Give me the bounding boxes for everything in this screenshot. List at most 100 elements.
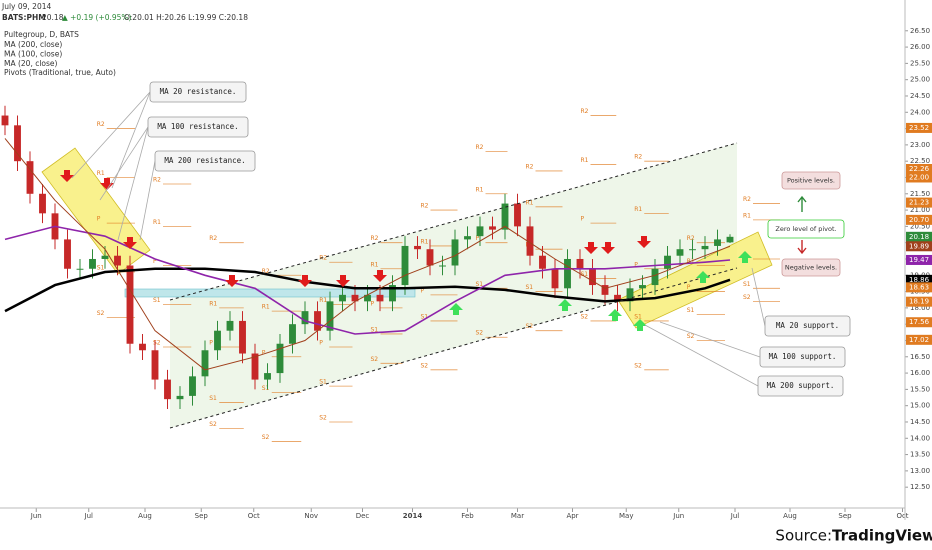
- arrow-up: [797, 195, 807, 212]
- annotation-connector: [99, 126, 149, 201]
- y-tick-label: 24.50: [910, 92, 930, 100]
- candle-body: [426, 249, 434, 266]
- pivot-label: S1: [319, 379, 327, 386]
- candle-body: [264, 373, 271, 380]
- candle-body: [401, 245, 409, 286]
- candle-body: [451, 239, 459, 266]
- pivot-label: P: [687, 284, 691, 291]
- candle-body: [351, 294, 359, 302]
- y-tick-label: 16.50: [910, 353, 930, 361]
- candle-body: [326, 301, 334, 331]
- arrow-down: [123, 237, 137, 249]
- header-date: July 09, 2014: [1, 2, 51, 11]
- pivot-label: S1: [743, 281, 751, 288]
- pivot-label: S2: [581, 313, 589, 320]
- annotation-text: Negative levels.: [785, 264, 837, 272]
- x-tick-label: Dec: [356, 512, 370, 520]
- arrow-up: [558, 299, 572, 311]
- y-tick-label: 23.00: [910, 141, 930, 149]
- candle-body: [64, 239, 71, 269]
- pivot-label: R1: [371, 261, 379, 268]
- candle-body: [676, 249, 684, 256]
- pivot-label: R2: [153, 177, 161, 184]
- candle-body: [439, 265, 446, 267]
- pivot-label: S2: [476, 330, 484, 337]
- annotation-connector: [71, 91, 151, 179]
- pivot-label: S1: [421, 313, 429, 320]
- y-tick-label: 12.50: [910, 483, 930, 491]
- pivot-label: S2: [743, 294, 751, 301]
- candle-body: [126, 265, 134, 344]
- candle-body: [89, 258, 96, 269]
- pivot-label: S1: [371, 326, 379, 333]
- annotation-text: Zero level of pivot.: [775, 225, 836, 233]
- candle-body: [626, 288, 634, 302]
- arrow-down: [584, 242, 598, 254]
- annotation-box: [759, 346, 846, 368]
- pivot-label: R1: [526, 199, 534, 206]
- arrow-down: [797, 240, 807, 255]
- price-tag: [906, 197, 932, 208]
- pivot-label: R1: [319, 297, 327, 304]
- y-tick-label: 26.50: [910, 27, 930, 35]
- annotation-box: [781, 171, 841, 190]
- legend-entry: MA (20, close): [4, 59, 58, 68]
- annotation-text: MA 200 support.: [767, 381, 835, 390]
- candle-body: [564, 258, 571, 289]
- pivot-label: P: [153, 258, 157, 265]
- pivot-label: R1: [743, 212, 751, 219]
- price-tag-label: 22.00: [909, 173, 929, 181]
- pivot-label: R1: [634, 206, 642, 213]
- pivot-label: P: [97, 216, 101, 223]
- pivot-label: R1: [476, 186, 484, 193]
- y-tick-label: 14.00: [910, 434, 930, 442]
- y-tick-label: 16.00: [910, 369, 930, 377]
- x-tick-label: Sep: [838, 512, 852, 520]
- pivot-label: R2: [371, 235, 379, 242]
- price-tag-label: 19.89: [909, 242, 929, 250]
- pivot-label: R2: [209, 235, 217, 242]
- x-tick-label: Oct: [248, 512, 260, 520]
- plot-over: 12.50 13.00 13.50 14.00 14.50 15.00 15.50 16.00…: [4, 27, 932, 520]
- y-tick-label: 18.00: [910, 304, 930, 312]
- price-tag: [906, 172, 932, 183]
- x-tick-label: Jul: [730, 512, 740, 520]
- annotation-box: [147, 116, 249, 138]
- pivot-label: S1: [209, 395, 217, 402]
- pivot-label: S2: [687, 333, 695, 340]
- candle-body: [701, 245, 709, 250]
- annotation-connector: [644, 324, 759, 387]
- annotation-box: [764, 315, 851, 337]
- candle-body: [276, 343, 284, 374]
- pivot-label: S2: [371, 356, 379, 363]
- pivot-label: P: [319, 340, 323, 347]
- pivot-label: R1: [153, 219, 161, 226]
- price-tag-label: 17.02: [909, 336, 929, 344]
- price-tag: [906, 231, 932, 242]
- candle-body: [301, 311, 309, 325]
- price-tag: [906, 317, 932, 328]
- header-symbol: BATS:PHM: [2, 13, 46, 22]
- pivot-label: R1: [262, 304, 270, 311]
- pivot-label: S2: [421, 362, 429, 369]
- price-tag-label: 23.52: [909, 124, 929, 132]
- pivot-label: S1: [581, 271, 589, 278]
- candle-body: [539, 255, 546, 269]
- range-band: [124, 288, 416, 298]
- legend-entry: MA (200, close): [4, 40, 62, 49]
- y-tick-label: 24.00: [910, 108, 930, 116]
- x-tick-label: Nov: [304, 512, 318, 520]
- annotation-text: MA 200 resistance.: [164, 156, 245, 165]
- x-tick-label: Apr: [566, 512, 578, 520]
- candle-body: [176, 395, 184, 400]
- pivot-label: R2: [634, 154, 642, 161]
- arrow-down: [336, 275, 350, 287]
- price-tag-label: 20.18: [909, 233, 929, 241]
- x-tick-label: Mar: [511, 512, 524, 520]
- legend-instrument: Pultegroup, D, BATS: [4, 30, 79, 39]
- candle-body: [14, 125, 21, 162]
- plot: [1, 105, 734, 409]
- arrow-down: [100, 178, 114, 190]
- annotation-text: MA 100 resistance.: [157, 122, 238, 131]
